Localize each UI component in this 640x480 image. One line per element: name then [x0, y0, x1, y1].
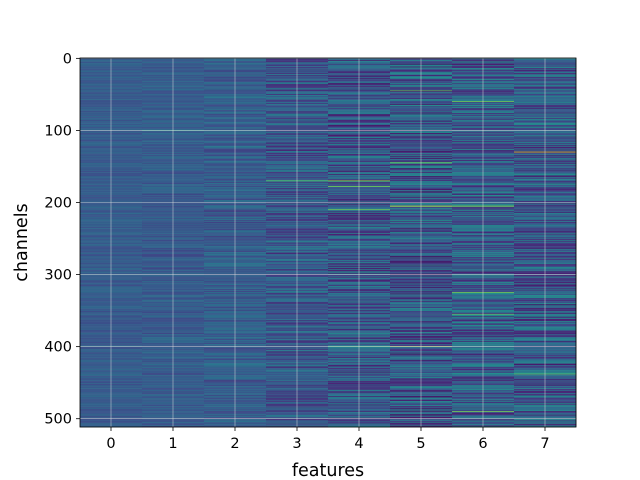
x-tick-label: 2	[230, 436, 239, 452]
y-tick-label: 300	[44, 268, 72, 284]
x-tick-label: 6	[478, 436, 487, 452]
x-tick-label: 3	[292, 436, 301, 452]
y-tick-label: 400	[44, 340, 72, 356]
x-axis-label: features	[292, 461, 364, 480]
y-tick-label: 100	[44, 123, 72, 139]
y-tick-label: 200	[44, 196, 72, 212]
y-tick-label: 500	[44, 412, 72, 428]
heatmap-cells	[80, 58, 577, 428]
y-axis: 0 100 200 300 400 500	[44, 51, 80, 428]
x-tick-label: 5	[416, 436, 425, 452]
plot-frame	[79, 57, 577, 428]
y-tick-label: 0	[63, 51, 72, 67]
x-tick-label: 1	[168, 436, 177, 452]
x-axis: 0 1 2 3 4 5 6 7	[106, 427, 550, 452]
y-axis-label: channels	[12, 203, 32, 281]
grid-lines	[80, 58, 576, 427]
x-tick-label: 0	[106, 436, 115, 452]
x-tick-label: 7	[540, 436, 549, 452]
x-tick-label: 4	[354, 436, 363, 452]
